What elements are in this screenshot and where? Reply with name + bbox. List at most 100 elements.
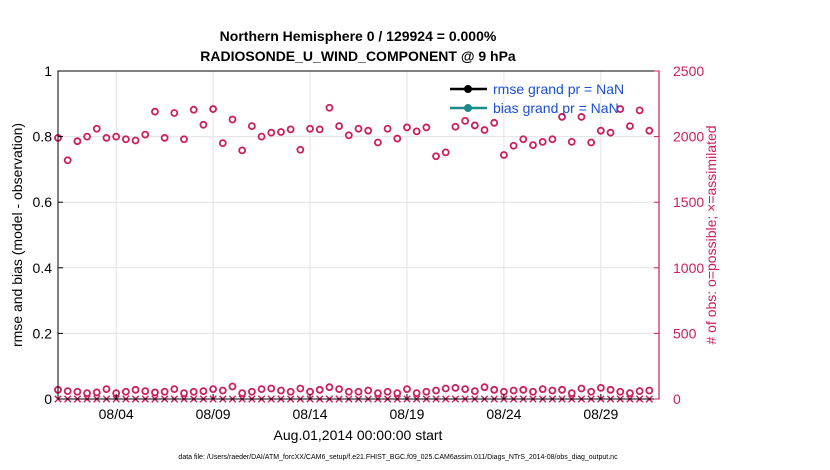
plot-area-frame	[57, 70, 660, 400]
possible-point-upper	[567, 137, 576, 146]
possible-point-lower	[529, 387, 537, 396]
x-axis: 08/04 08/09 08/14 08/19 08/24 08/29	[99, 394, 619, 422]
possible-point-upper	[296, 145, 305, 154]
possible-point-lower	[228, 382, 237, 391]
possible-point-lower	[441, 384, 450, 393]
possible-point-upper	[548, 135, 557, 144]
possible-point-upper	[509, 141, 518, 150]
possible-point-upper	[160, 134, 169, 142]
possible-point-upper	[121, 135, 130, 144]
possible-point-upper	[373, 138, 382, 147]
possible-point-upper	[558, 113, 566, 121]
possible-point-lower	[335, 385, 344, 394]
x-tick-label: 08/19	[389, 406, 424, 422]
possible-point-lower	[277, 386, 285, 395]
possible-point-upper	[490, 118, 499, 127]
possible-point-upper	[519, 135, 528, 144]
possible-point-upper	[461, 116, 470, 125]
possible-point-lower	[296, 384, 305, 393]
possible-point-upper	[92, 124, 101, 133]
possible-point-lower	[548, 386, 557, 395]
possible-point-lower	[635, 387, 644, 396]
left-tick-label: 0.2	[33, 325, 53, 341]
possible-point-lower	[170, 385, 179, 394]
chart-title-line1: Northern Hemisphere 0 / 129924 = 0.000%	[220, 28, 497, 44]
left-tick-label: 0	[44, 391, 52, 407]
possible-point-upper	[412, 127, 421, 136]
left-tick-label: 1	[44, 63, 52, 79]
possible-point-upper	[83, 132, 91, 141]
x-tick-label: 08/24	[486, 406, 521, 422]
right-tick-label: 500	[673, 325, 697, 341]
legend-label: bias grand pr = NaN	[493, 100, 619, 116]
possible-point-upper	[393, 134, 402, 143]
possible-point-upper	[606, 128, 615, 137]
possible-point-lower	[461, 385, 470, 394]
possible-point-upper	[354, 124, 363, 133]
possible-point-upper	[645, 126, 654, 135]
possible-point-lower	[189, 387, 198, 396]
left-tick-label: 0.6	[33, 194, 53, 210]
possible-point-lower	[383, 387, 392, 396]
right-tick-label: 0	[673, 391, 681, 407]
possible-point-upper	[73, 137, 82, 146]
y-axis-label-right: # of obs: o=possible; ×=assimilated	[703, 125, 719, 344]
possible-point-lower	[102, 385, 111, 394]
possible-point-upper	[577, 113, 586, 121]
possible-point-upper	[635, 106, 644, 115]
possible-point-upper	[587, 138, 596, 147]
possible-point-upper	[364, 126, 373, 135]
possible-point-upper	[432, 152, 440, 161]
possible-point-lower	[131, 385, 140, 394]
possible-point-lower	[344, 387, 353, 396]
possible-point-lower	[92, 388, 101, 397]
possible-point-lower	[558, 385, 566, 394]
possible-point-upper	[596, 126, 605, 135]
possible-point-lower	[63, 387, 72, 396]
right-tick-label: 2000	[673, 129, 704, 145]
left-tick-label: 0.4	[33, 260, 53, 276]
possible-point-upper	[151, 107, 159, 116]
possible-point-lower	[121, 387, 130, 396]
possible-point-upper	[112, 132, 121, 141]
possible-point-lower	[519, 385, 528, 394]
possible-point-upper	[335, 122, 344, 131]
possible-point-lower	[218, 386, 227, 395]
x-axis-label: Aug.01,2014 00:00:00 start	[274, 427, 443, 443]
possible-point-upper	[500, 151, 508, 159]
possible-point-upper	[315, 125, 324, 134]
possible-point-lower	[354, 387, 363, 396]
possible-point-upper	[306, 124, 314, 133]
possible-point-upper	[228, 115, 237, 124]
grid-lines	[58, 70, 659, 400]
possible-point-upper	[451, 122, 460, 131]
possible-point-upper	[538, 137, 547, 146]
right-tick-label: 2500	[673, 63, 704, 79]
possible-point-upper	[199, 120, 208, 129]
possible-point-lower	[209, 385, 217, 394]
possible-point-upper	[218, 139, 227, 148]
x-tick-label: 08/09	[196, 406, 231, 422]
possible-point-lower	[422, 387, 431, 396]
x-tick-label: 08/14	[293, 406, 328, 422]
possible-point-lower	[403, 385, 411, 394]
x-tick-label: 08/04	[99, 406, 134, 422]
possible-point-lower	[267, 384, 276, 393]
possible-point-lower	[645, 386, 654, 395]
possible-point-upper	[247, 122, 256, 131]
left-y-axis: 0 0.2 0.4 0.6 0.8 1	[33, 63, 63, 407]
possible-point-lower	[480, 383, 489, 392]
possible-point-lower	[151, 388, 159, 397]
possible-point-lower	[373, 389, 382, 397]
possible-point-lower	[626, 389, 634, 397]
right-y-axis: 0 500 1000 1500 2000 2500	[654, 63, 704, 407]
possible-point-upper	[238, 146, 247, 155]
possible-point-upper	[170, 109, 179, 117]
possible-point-lower	[141, 387, 150, 396]
possible-point-upper	[480, 126, 489, 134]
possible-point-lower	[325, 383, 334, 392]
right-tick-label: 1500	[673, 194, 704, 210]
possible-point-upper	[102, 134, 111, 142]
possible-point-lower	[247, 387, 256, 396]
possible-point-lower	[451, 383, 460, 392]
